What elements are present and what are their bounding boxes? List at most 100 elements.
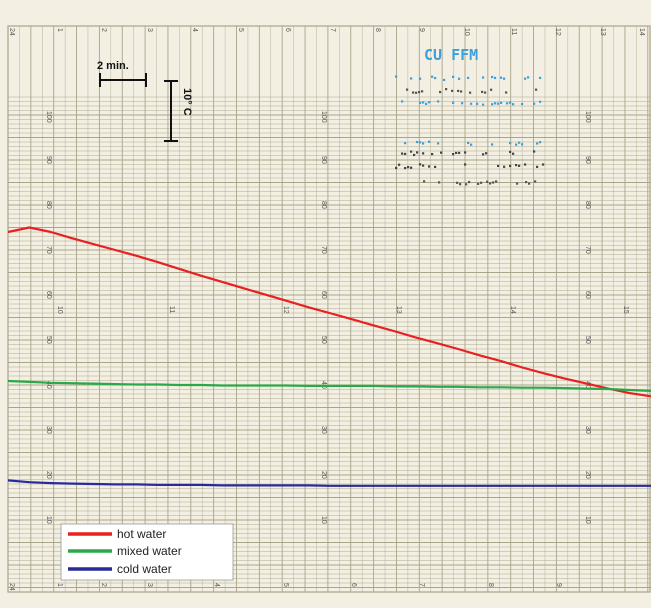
bottom-minute-label: 6	[350, 583, 357, 587]
mid-minute-label: 13	[395, 306, 402, 314]
top-minute-label: 11	[510, 28, 517, 35]
stamp-dot	[509, 164, 512, 168]
stamp-dot	[515, 164, 518, 167]
stamp-dot	[464, 163, 467, 166]
stamp-dot	[437, 100, 440, 103]
stamp-dot	[476, 102, 479, 105]
y-tick-label: 20	[320, 471, 327, 479]
stamp-dot	[422, 152, 425, 155]
y-tick-label: 60	[45, 291, 52, 299]
stamp-dot	[497, 102, 500, 105]
stamp-dot	[455, 151, 458, 154]
chart-frame	[7, 25, 651, 593]
top-minute-label: 6	[284, 28, 291, 32]
stamp-dot	[410, 150, 413, 153]
stamp-dot	[421, 90, 424, 93]
stamp-dot	[503, 77, 506, 80]
y-tick-label: 10	[45, 516, 52, 524]
stamp-dot	[438, 181, 441, 184]
stamp-dot	[395, 75, 398, 78]
stamp-dot	[477, 182, 480, 185]
top-minute-label: 5	[237, 28, 244, 32]
stamp-dot	[481, 90, 484, 93]
stamp-dot	[419, 101, 422, 105]
stamp-dot	[451, 89, 454, 92]
stamp-dot	[521, 102, 524, 106]
stamp-dot	[536, 165, 539, 168]
bottom-minute-label: 7	[418, 583, 425, 587]
y-tick-label: 90	[584, 156, 591, 164]
stamp-dot	[439, 90, 442, 94]
stamp-dot	[464, 151, 467, 154]
series-line-cold-water	[7, 479, 651, 487]
stamp-dot	[509, 101, 512, 104]
bottom-minute-label: 9	[555, 583, 562, 587]
stamp-dot	[534, 180, 537, 183]
y-tick-label: 30	[45, 426, 52, 434]
stamp-dot	[419, 141, 422, 144]
series-line-mixed-water	[7, 379, 651, 392]
stamp-dot	[500, 76, 503, 79]
stamp-dot	[467, 141, 470, 145]
stamp-dot	[410, 166, 413, 169]
stamp-dot	[422, 142, 425, 145]
stamp-dot	[509, 141, 512, 145]
stamp-dot	[422, 164, 425, 167]
stamp-dot	[459, 183, 462, 186]
y-tick-label: 60	[320, 291, 327, 299]
y-tick-label: 100	[320, 111, 327, 123]
stamp-dot	[491, 75, 494, 79]
y-tick-label: 20	[45, 471, 52, 479]
stamp-dot	[416, 151, 419, 154]
y-tick-label: 10	[320, 516, 327, 524]
legend-label-mixed: mixed water	[117, 544, 182, 558]
stamp-dot	[452, 101, 455, 104]
stamp-dot	[469, 91, 472, 94]
stamp-logo-text: CU FFM	[424, 46, 478, 64]
stamp-dot	[458, 77, 461, 80]
stamp-dot	[539, 100, 542, 103]
top-minute-label: 24	[8, 28, 15, 36]
stamp-dot	[489, 182, 492, 185]
stamp-dot	[422, 101, 425, 104]
stamp-dot	[425, 102, 428, 106]
stamp-dot	[521, 143, 524, 146]
stamp-dot	[485, 152, 488, 155]
stamp-dot	[467, 76, 470, 79]
stamp-dot	[428, 165, 431, 168]
y-tick-label: 60	[584, 291, 591, 299]
top-minute-label: 14	[638, 28, 645, 36]
stamp-dot	[437, 142, 440, 145]
top-minute-label: 9	[418, 28, 425, 32]
temperature-scale-bar: 10° C	[164, 80, 193, 142]
top-minute-label: 12	[554, 28, 561, 36]
stamp-dot	[419, 77, 422, 80]
mid-minute-label: 14	[509, 306, 516, 314]
y-tick-label: 70	[45, 246, 52, 254]
stamp-dot	[468, 180, 471, 184]
bottom-minute-label: 5	[282, 583, 289, 587]
top-minute-label: 10	[463, 28, 470, 36]
time-scale-label: 2 min.	[97, 60, 129, 72]
stamp-dot	[486, 180, 489, 183]
bottom-minute-label: 1	[56, 583, 63, 587]
top-minute-label: 1	[56, 28, 63, 32]
stamp-dot	[539, 76, 542, 80]
stamp-dot	[533, 150, 536, 153]
stamp-dot	[410, 77, 413, 80]
y-tick-label: 80	[320, 201, 327, 209]
stamp-dot	[445, 88, 448, 91]
chart-grid	[7, 25, 651, 593]
stamp-dot	[452, 153, 455, 156]
y-tick-label: 20	[584, 471, 591, 479]
stamp-dot	[452, 75, 455, 78]
stamp-dot	[503, 165, 506, 168]
stamp-dot	[423, 180, 426, 183]
stamp-dot	[418, 90, 421, 94]
stamp-dot	[491, 143, 494, 146]
stamp-dot	[461, 102, 464, 105]
stamp-dot	[528, 182, 531, 185]
